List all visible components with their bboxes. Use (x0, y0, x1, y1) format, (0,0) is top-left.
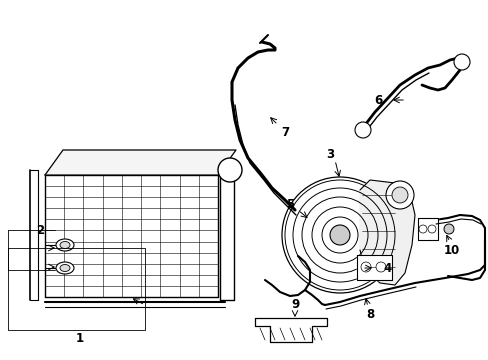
Ellipse shape (56, 239, 74, 251)
Polygon shape (45, 150, 236, 175)
Polygon shape (254, 318, 326, 342)
Circle shape (218, 158, 242, 182)
Text: 5: 5 (285, 198, 293, 211)
Circle shape (375, 262, 385, 272)
Text: 3: 3 (325, 148, 333, 162)
Circle shape (453, 54, 469, 70)
Ellipse shape (60, 265, 70, 271)
Text: 10: 10 (443, 243, 459, 256)
Circle shape (443, 224, 453, 234)
Polygon shape (359, 180, 414, 285)
Text: 2: 2 (36, 224, 44, 237)
Text: 4: 4 (383, 261, 391, 274)
Text: 9: 9 (290, 298, 299, 311)
Text: 7: 7 (281, 126, 288, 139)
Polygon shape (417, 218, 437, 240)
Circle shape (360, 262, 370, 272)
Circle shape (354, 122, 370, 138)
Circle shape (391, 187, 407, 203)
Polygon shape (356, 255, 391, 280)
Circle shape (427, 225, 435, 233)
Ellipse shape (56, 262, 74, 274)
Ellipse shape (60, 242, 70, 248)
Text: 8: 8 (365, 309, 373, 321)
Circle shape (282, 177, 397, 293)
Circle shape (418, 225, 426, 233)
Circle shape (329, 225, 349, 245)
Polygon shape (45, 175, 218, 297)
Circle shape (385, 181, 413, 209)
Text: 6: 6 (373, 94, 381, 107)
Text: 1: 1 (76, 332, 84, 345)
